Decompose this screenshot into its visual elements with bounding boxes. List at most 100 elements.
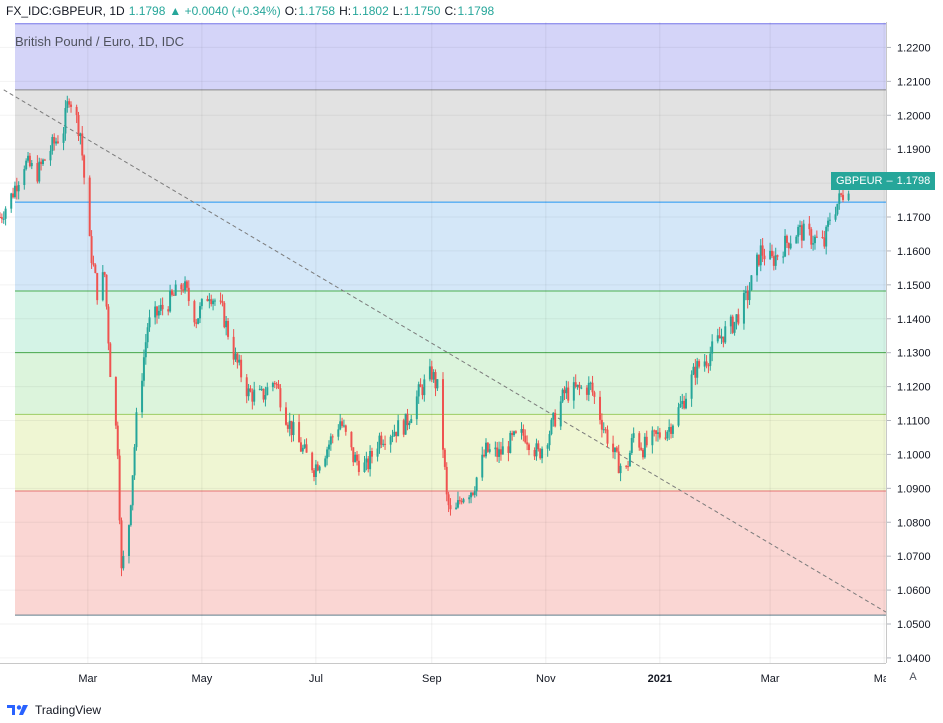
- candle-body: [275, 383, 278, 385]
- candle: [561, 388, 564, 404]
- candle-body: [236, 353, 239, 363]
- price-axis[interactable]: 1.22001.21001.20001.19001.18001.17001.16…: [886, 22, 943, 665]
- candle: [148, 309, 151, 332]
- candle: [2, 211, 5, 224]
- candle-body: [664, 437, 667, 439]
- candle-body: [142, 357, 145, 381]
- candle: [494, 441, 497, 457]
- candle-body: [445, 466, 448, 495]
- candle-body: [498, 449, 501, 457]
- candle: [742, 289, 745, 330]
- candle: [56, 135, 59, 145]
- candle: [404, 413, 407, 435]
- candle-body: [157, 310, 160, 316]
- candle-body: [821, 236, 824, 238]
- candle: [800, 221, 803, 249]
- candle-body: [264, 395, 267, 400]
- candle: [0, 212, 1, 219]
- candle-body: [129, 505, 132, 526]
- candle-body: [159, 304, 162, 311]
- candle-body: [559, 401, 562, 427]
- candle: [219, 292, 222, 305]
- candle: [722, 336, 725, 348]
- candle-body: [735, 314, 738, 322]
- price-tick-label: 1.0900: [897, 483, 931, 495]
- candle-body: [40, 161, 43, 165]
- candle: [537, 440, 540, 452]
- candle: [593, 390, 596, 404]
- tradingview-brand[interactable]: TradingView: [35, 702, 102, 717]
- candle: [234, 347, 237, 362]
- candle: [161, 297, 164, 316]
- candle-body: [593, 392, 596, 397]
- candle: [208, 293, 211, 309]
- candle: [683, 395, 686, 410]
- candle-body: [146, 327, 149, 343]
- candle-body: [483, 454, 486, 457]
- candle-body: [120, 520, 123, 569]
- candle-body: [578, 384, 581, 388]
- candle-body: [677, 407, 680, 426]
- candle-body: [240, 359, 243, 378]
- candle-body: [68, 101, 71, 105]
- time-tick-label: Jul: [309, 673, 323, 685]
- candle-body: [670, 427, 673, 434]
- candle: [509, 430, 512, 454]
- candle: [227, 317, 230, 340]
- candle: [395, 431, 398, 443]
- candle-body: [449, 505, 452, 510]
- price-chart[interactable]: [0, 22, 886, 663]
- candle-body: [43, 159, 46, 161]
- tradingview-logo-icon[interactable]: [6, 703, 30, 717]
- candle: [475, 476, 478, 497]
- candle-body: [12, 193, 15, 198]
- candle-body: [64, 107, 67, 134]
- candle-body: [4, 208, 7, 219]
- candle: [200, 298, 203, 310]
- chart-pane[interactable]: [0, 22, 886, 663]
- candle-body: [206, 298, 209, 302]
- candle-body: [55, 141, 58, 144]
- candle: [458, 496, 461, 505]
- candle: [118, 449, 121, 525]
- symbol-label[interactable]: FX_IDC:GBPEUR, 1D: [6, 4, 125, 18]
- candle-body: [470, 492, 473, 498]
- time-axis[interactable]: Mar May Jul Sep Nov 2021 Mar May: [0, 663, 895, 691]
- candle-body: [486, 442, 489, 452]
- candle: [260, 385, 263, 391]
- candle: [419, 378, 422, 388]
- candle: [484, 438, 487, 459]
- candle: [79, 132, 82, 145]
- candle: [707, 363, 710, 374]
- candle: [613, 447, 616, 460]
- candle: [331, 434, 334, 444]
- candle-body: [324, 458, 327, 467]
- candle-body: [25, 160, 28, 170]
- candle-body: [161, 304, 164, 310]
- candle-body: [367, 458, 370, 470]
- candle: [77, 111, 80, 142]
- candle: [0, 213, 3, 224]
- candle: [645, 430, 648, 448]
- candle-body: [606, 429, 609, 444]
- auto-scale-button[interactable]: A: [909, 671, 917, 683]
- candle-body: [694, 366, 697, 378]
- candle: [640, 442, 643, 452]
- candle: [808, 215, 811, 236]
- candle: [122, 550, 125, 571]
- candle-body: [613, 447, 616, 453]
- candle: [38, 157, 41, 184]
- candle: [772, 251, 775, 271]
- high-label: H:: [339, 4, 352, 18]
- candle: [410, 414, 413, 424]
- price-tick-label: 1.2200: [897, 42, 931, 54]
- candle: [481, 446, 484, 481]
- candle: [114, 376, 117, 430]
- candle: [599, 390, 602, 425]
- candle: [27, 151, 30, 163]
- candle-body: [88, 177, 91, 237]
- candle-body: [731, 316, 734, 333]
- candle-body: [245, 377, 248, 397]
- candle-body: [101, 272, 104, 301]
- time-tick-label: May: [191, 673, 212, 685]
